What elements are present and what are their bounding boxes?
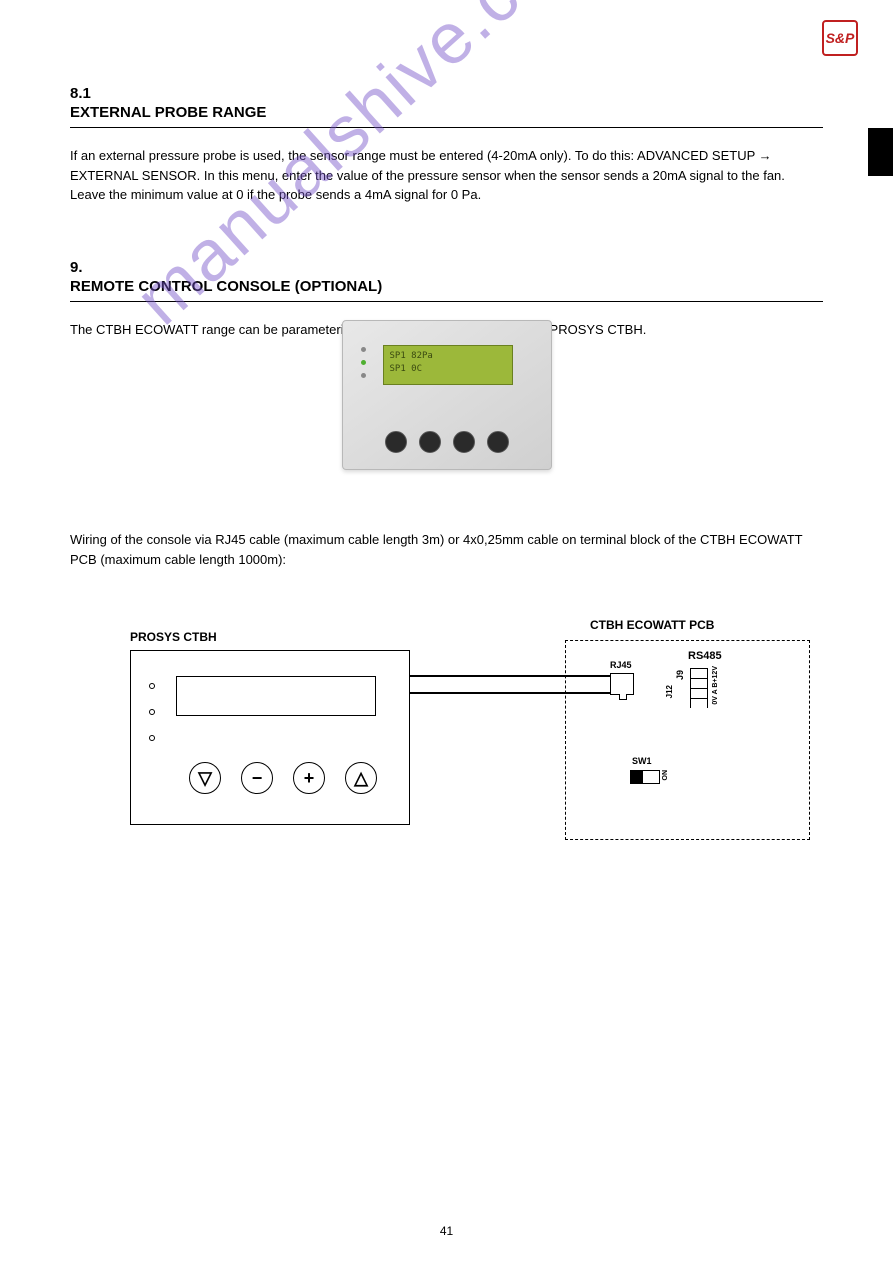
divider-2	[70, 301, 823, 302]
section-2-para-2: Wiring of the console via RJ45 cable (ma…	[70, 530, 823, 569]
device-btn-plus	[453, 431, 475, 453]
device-buttons	[385, 431, 509, 453]
rj45-label: RJ45	[610, 660, 632, 670]
lcd-line-1: SP1 82Pa	[390, 350, 506, 363]
page-marker	[868, 128, 893, 176]
prosys-box: ▽ − + △	[130, 650, 410, 825]
prosys-btn-up: △	[345, 762, 377, 794]
prosys-btn-plus: +	[293, 762, 325, 794]
prosys-led-3	[149, 735, 155, 741]
page-content: 8.1 EXTERNAL PROBE RANGE If an external …	[70, 85, 823, 347]
pcb-box	[565, 640, 810, 840]
rs485-pin-1	[691, 669, 707, 679]
led-3	[361, 373, 366, 378]
prosys-lcd	[176, 676, 376, 716]
rs485-pin-4	[691, 699, 707, 709]
section-title-2: REMOTE CONTROL CONSOLE (OPTIONAL)	[70, 278, 823, 295]
section-number-1: 8.1	[70, 85, 823, 102]
prosys-label: PROSYS CTBH	[130, 630, 217, 644]
sp-logo: S&P	[822, 20, 858, 56]
rs485-terminal	[690, 668, 708, 708]
page-number: 41	[440, 1224, 453, 1238]
section-1-para: If an external pressure probe is used, t…	[70, 146, 823, 205]
section-number-2: 9.	[70, 259, 823, 276]
sw1-label: SW1	[632, 756, 652, 766]
device-btn-up	[487, 431, 509, 453]
rs485-pins-label: 0V A B+12V	[712, 666, 719, 705]
pcb-label: CTBH ECOWATT PCB	[590, 618, 714, 632]
prosys-buttons: ▽ − + △	[189, 762, 377, 794]
prosys-led-1	[149, 683, 155, 689]
device-btn-minus	[419, 431, 441, 453]
rs485-pin-2	[691, 679, 707, 689]
rs485-pin-3	[691, 689, 707, 699]
section-title-1: EXTERNAL PROBE RANGE	[70, 104, 823, 121]
prosys-led-2	[149, 709, 155, 715]
device-btn-down	[385, 431, 407, 453]
sw1-knob	[631, 771, 643, 783]
prosys-btn-minus: −	[241, 762, 273, 794]
j9-label: J9	[675, 670, 685, 680]
wiring-diagram: PROSYS CTBH CTBH ECOWATT PCB ▽ − + △ RJ4…	[70, 580, 820, 930]
sw1-on-label: ON	[662, 770, 669, 781]
led-2	[361, 360, 366, 365]
rj45-connector	[610, 673, 634, 695]
j12-label: J12	[665, 685, 674, 698]
prosys-leds	[149, 683, 155, 761]
lcd-line-2: SP1 0C	[390, 363, 506, 376]
led-1	[361, 347, 366, 352]
rs485-label: RS485	[688, 650, 722, 662]
prosys-btn-down: ▽	[189, 762, 221, 794]
sw1-switch	[630, 770, 660, 784]
divider-1	[70, 127, 823, 128]
rj45-notch	[619, 694, 627, 700]
device-leds	[361, 347, 366, 386]
logo-text: S&P	[826, 30, 855, 46]
prosys-device-photo: SP1 82Pa SP1 0C	[342, 320, 552, 470]
device-lcd: SP1 82Pa SP1 0C	[383, 345, 513, 385]
